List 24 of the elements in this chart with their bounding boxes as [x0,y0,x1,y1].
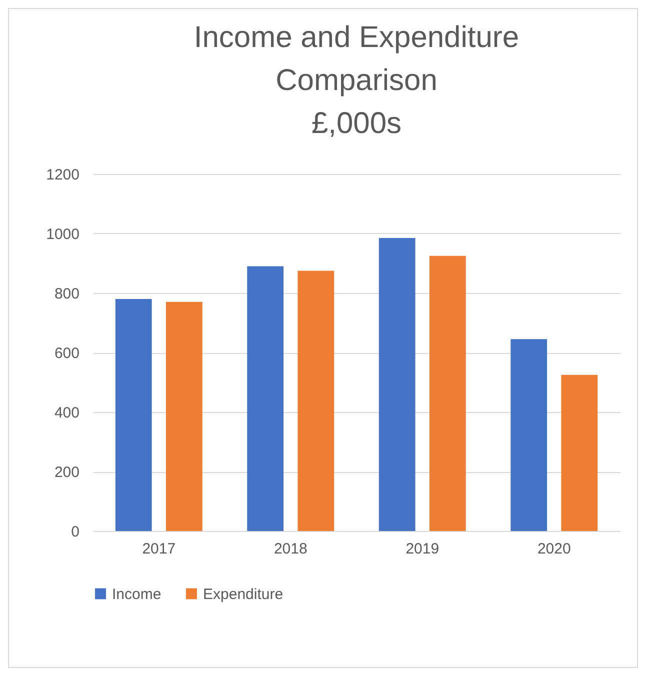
y-tick-label: 400 [54,404,80,422]
x-tick-label: 2019 [406,540,440,558]
bar [166,302,202,531]
bar [298,270,334,531]
legend-label: Expenditure [203,586,284,603]
bar [247,266,284,531]
y-tick-label: 1000 [46,226,80,243]
bar [510,339,548,531]
x-tick-label: 2020 [537,540,571,558]
bar [561,374,598,531]
text: Income and Expenditure [194,21,520,54]
bar [115,298,152,531]
legend-label: Income [112,586,162,603]
bar [429,256,466,531]
text: £,000s [311,107,402,140]
y-tick-label: 600 [54,345,80,362]
y-tick-label: 0 [71,524,80,540]
y-tick-label: 1200 [46,166,80,184]
x-tick-label: 2018 [274,540,308,558]
text: Comparison [276,64,438,97]
bar [378,238,416,531]
y-tick-label: 200 [54,464,80,481]
x-tick-label: 2017 [142,540,176,558]
y-tick-label: 800 [54,286,80,302]
